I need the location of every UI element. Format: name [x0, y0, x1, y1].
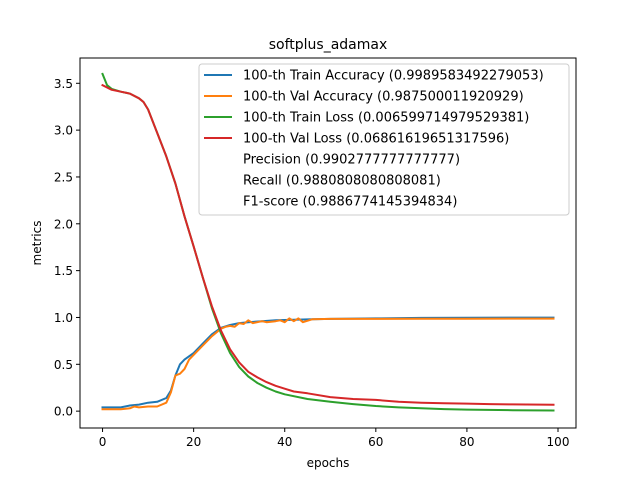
y-tick-label: 0.0: [54, 405, 73, 419]
y-tick-label: 3.5: [54, 77, 73, 91]
y-tick-label: 0.5: [54, 358, 73, 372]
y-axis-ticks: 0.0 0.5 1.0 1.5 2.0 2.5 3.0 3.5: [54, 77, 80, 419]
y-tick-label: 1.5: [54, 264, 73, 278]
y-axis-label: metrics: [30, 221, 44, 266]
x-tick-label: 100: [547, 435, 570, 449]
legend-items: 100-th Train Accuracy (0.998958349227905…: [204, 69, 544, 210]
plot-frame: [79, 57, 577, 429]
chart-title: softplus_adamax: [269, 37, 388, 53]
legend-label-4: 100-th Val Loss (0.06861619651317596): [243, 132, 509, 147]
x-tick-label: 20: [186, 435, 201, 449]
legend-frame: [198, 63, 570, 216]
series-layer: [101, 72, 555, 412]
y-tick-label: 2.5: [54, 170, 73, 184]
legend-label-5: Precision (0.9902777777777777): [243, 153, 460, 168]
x-tick-label: 0: [99, 435, 107, 449]
legend-label-2: 100-th Val Accuracy (0.987500011920929): [243, 90, 524, 105]
x-axis-label: epochs: [307, 456, 350, 470]
series-line-4: [101, 83, 555, 406]
legend-label-6: Recall (0.9880808080808081): [243, 174, 441, 189]
y-tick-label: 1.0: [54, 311, 73, 325]
x-tick-label: 60: [368, 435, 383, 449]
y-tick-label: 3.0: [54, 124, 73, 138]
legend-label-1: 100-th Train Accuracy (0.998958349227905…: [243, 69, 544, 84]
legend-label-3: 100-th Train Loss (0.006599714979529381): [243, 111, 529, 126]
x-tick-label: 80: [459, 435, 474, 449]
x-axis-ticks: 0 20 40 60 80 100: [99, 428, 570, 449]
legend: 100-th Train Accuracy (0.998958349227905…: [198, 63, 570, 216]
series-line-2: [101, 317, 555, 411]
y-tick-label: 2.0: [54, 217, 73, 231]
legend-label-7: F1-score (0.9886774145394834): [243, 195, 457, 210]
x-tick-label: 40: [277, 435, 292, 449]
